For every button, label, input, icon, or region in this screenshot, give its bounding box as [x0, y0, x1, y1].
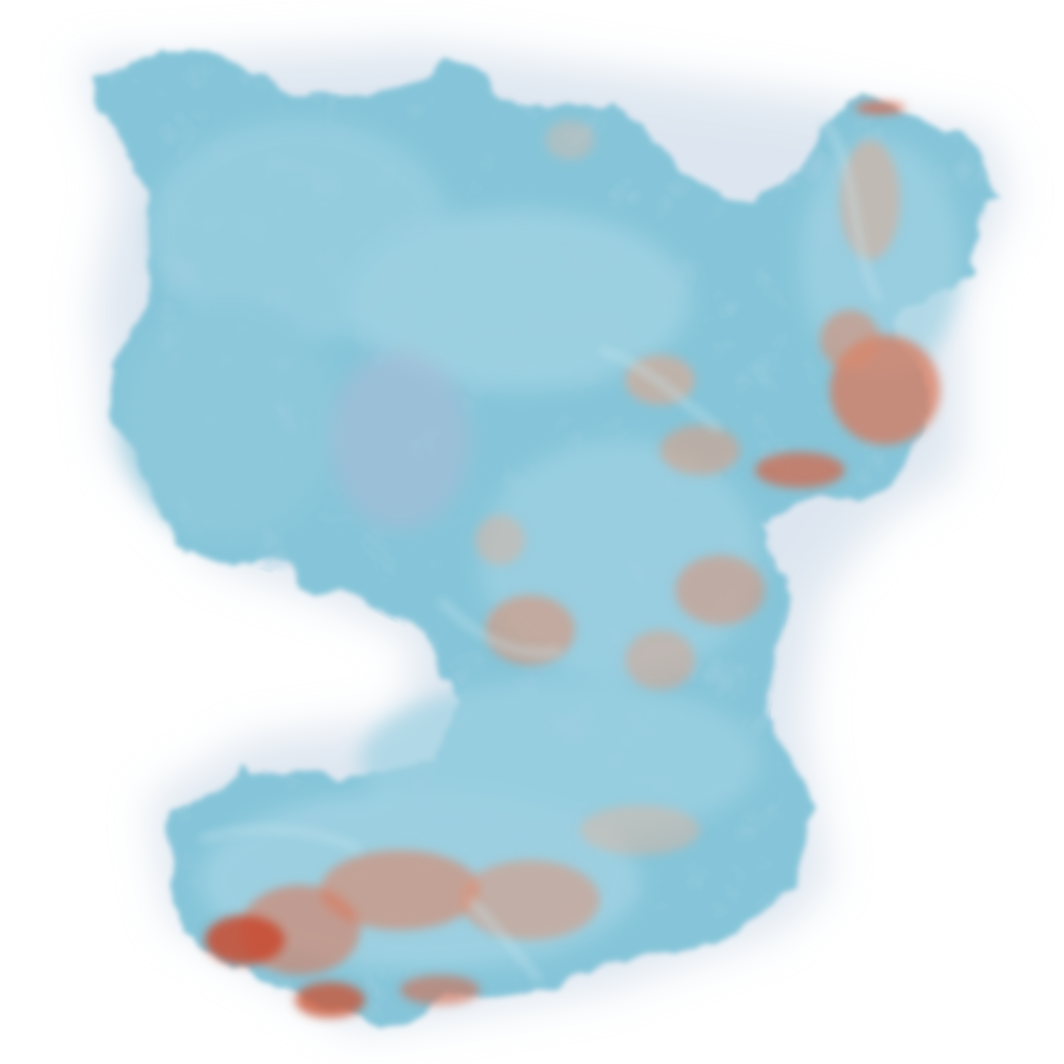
- filament-ridges: [90, 60, 1000, 1025]
- rim-highlights: [199, 117, 883, 983]
